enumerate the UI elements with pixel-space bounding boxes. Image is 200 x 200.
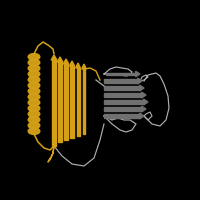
Ellipse shape — [28, 65, 40, 72]
Polygon shape — [82, 64, 86, 69]
Polygon shape — [58, 62, 62, 142]
Polygon shape — [138, 78, 142, 84]
Ellipse shape — [28, 54, 40, 60]
Polygon shape — [140, 113, 144, 119]
Ellipse shape — [28, 116, 40, 123]
Polygon shape — [104, 86, 140, 90]
Ellipse shape — [28, 71, 40, 77]
Ellipse shape — [28, 99, 40, 106]
Polygon shape — [104, 100, 144, 104]
Ellipse shape — [28, 88, 40, 94]
Ellipse shape — [28, 94, 40, 100]
Polygon shape — [106, 73, 136, 75]
Polygon shape — [140, 85, 144, 91]
Polygon shape — [70, 66, 74, 138]
Polygon shape — [104, 114, 140, 118]
Ellipse shape — [28, 105, 40, 112]
Polygon shape — [104, 107, 142, 111]
Polygon shape — [64, 64, 68, 140]
Ellipse shape — [28, 82, 40, 89]
Polygon shape — [136, 71, 140, 77]
Polygon shape — [142, 106, 146, 112]
Polygon shape — [104, 93, 142, 97]
Ellipse shape — [28, 59, 40, 66]
Polygon shape — [51, 55, 57, 60]
Polygon shape — [83, 69, 85, 134]
Polygon shape — [52, 60, 56, 146]
Polygon shape — [57, 57, 63, 62]
Polygon shape — [142, 92, 146, 98]
Polygon shape — [76, 68, 80, 136]
Polygon shape — [104, 79, 138, 83]
Polygon shape — [69, 61, 75, 66]
Polygon shape — [144, 99, 148, 105]
Ellipse shape — [28, 76, 40, 83]
Polygon shape — [63, 59, 69, 64]
Ellipse shape — [28, 111, 40, 117]
Polygon shape — [76, 63, 80, 68]
Ellipse shape — [28, 128, 40, 134]
Ellipse shape — [28, 122, 40, 129]
